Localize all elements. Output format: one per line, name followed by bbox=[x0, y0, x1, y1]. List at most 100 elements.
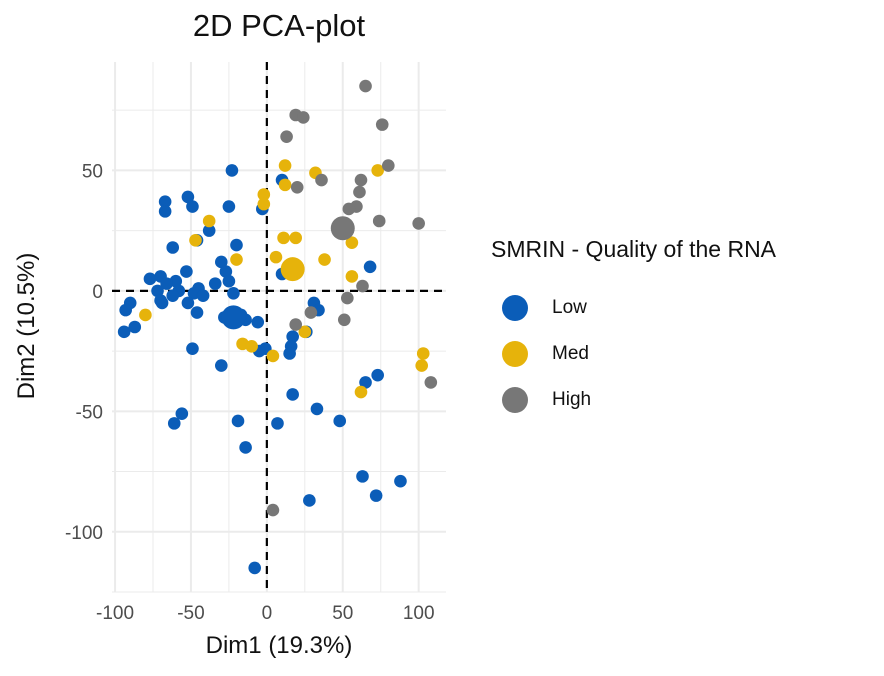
data-point-low bbox=[190, 306, 204, 319]
legend-label-low: Low bbox=[552, 297, 587, 318]
data-point-low bbox=[303, 494, 316, 507]
data-point-high bbox=[290, 180, 304, 194]
data-point-low bbox=[359, 376, 372, 389]
data-point-low bbox=[158, 195, 172, 209]
legend-label-high: High bbox=[552, 389, 592, 410]
data-point-high bbox=[375, 118, 389, 131]
data-point-low bbox=[128, 320, 142, 334]
data-point-med bbox=[345, 236, 359, 249]
data-point-low bbox=[151, 284, 164, 298]
data-point-high bbox=[356, 279, 369, 293]
data-point-low bbox=[394, 474, 407, 488]
data-point-high bbox=[342, 202, 356, 216]
data-point-high bbox=[382, 159, 395, 172]
data-point-high bbox=[359, 79, 372, 93]
group-centroid-low bbox=[221, 305, 246, 330]
data-point-med bbox=[416, 347, 430, 360]
data-point-high bbox=[353, 185, 366, 199]
group-centroid-high bbox=[330, 216, 355, 241]
legend-title: SMRIN - Quality of the RNA bbox=[491, 236, 777, 262]
reference-lines bbox=[112, 62, 446, 592]
data-point-med bbox=[202, 214, 216, 228]
data-point-low bbox=[333, 414, 347, 428]
legend-item-high: High bbox=[491, 377, 776, 423]
data-point-med bbox=[345, 270, 359, 283]
data-point-high bbox=[280, 130, 293, 143]
data-point-low bbox=[186, 200, 199, 213]
data-point-low bbox=[231, 414, 245, 428]
data-point-low bbox=[222, 274, 236, 288]
legend-key-high bbox=[502, 387, 528, 413]
data-point-low bbox=[160, 277, 173, 290]
data-point-low bbox=[180, 265, 193, 278]
x-axis-label: Dim1 (19.3%) bbox=[205, 632, 353, 659]
data-point-low bbox=[143, 272, 157, 286]
y-tick-label: 0 bbox=[92, 282, 103, 303]
data-point-med bbox=[189, 233, 202, 247]
data-point-low bbox=[227, 286, 240, 300]
data-point-high bbox=[341, 291, 354, 305]
data-point-low bbox=[248, 561, 262, 575]
data-point-high bbox=[337, 313, 351, 327]
data-point-low bbox=[175, 407, 189, 421]
data-point-low bbox=[117, 325, 131, 339]
data-point-med bbox=[257, 188, 271, 201]
data-point-low bbox=[167, 417, 181, 430]
axis-ticks: -100 -50 0 50 100 -100 -50 0 50 bbox=[65, 161, 435, 624]
legend-item-med: Med bbox=[491, 331, 776, 377]
data-point-low bbox=[371, 368, 384, 382]
data-point-med bbox=[289, 231, 303, 245]
data-point-med bbox=[257, 197, 271, 211]
data-point-low bbox=[186, 342, 199, 355]
data-point-high bbox=[354, 173, 368, 187]
legend-key-med bbox=[502, 341, 528, 367]
data-point-low bbox=[286, 388, 299, 401]
data-point-low bbox=[215, 359, 228, 372]
x-tick-label: 0 bbox=[262, 603, 273, 624]
x-tick-label: -50 bbox=[177, 603, 204, 624]
legend-key-low bbox=[502, 295, 528, 321]
data-point-low bbox=[239, 441, 252, 454]
group-centroid-med bbox=[280, 257, 305, 282]
data-point-med bbox=[415, 359, 429, 372]
data-point-med bbox=[298, 325, 312, 339]
data-point-med bbox=[245, 339, 258, 353]
data-point-low bbox=[271, 417, 284, 430]
data-point-low bbox=[219, 265, 233, 278]
data-point-low bbox=[310, 402, 324, 416]
data-point-low bbox=[166, 241, 180, 254]
data-point-med bbox=[230, 253, 243, 266]
data-point-low bbox=[363, 260, 377, 274]
data-point-low bbox=[119, 303, 132, 317]
data-point-med bbox=[371, 164, 384, 177]
data-point-med bbox=[354, 385, 368, 399]
data-point-high bbox=[372, 214, 386, 228]
data-point-high bbox=[315, 173, 328, 187]
data-point-med bbox=[139, 308, 152, 322]
data-point-high bbox=[289, 318, 303, 331]
x-tick-label: 100 bbox=[403, 603, 435, 624]
data-point-low bbox=[155, 296, 169, 310]
data-point-med bbox=[277, 231, 290, 245]
data-point-low bbox=[202, 224, 216, 237]
data-point-high bbox=[412, 217, 425, 230]
legend-item-low: Low bbox=[491, 285, 776, 331]
data-point-low bbox=[181, 190, 195, 204]
data-point-low bbox=[230, 238, 243, 252]
data-point-low bbox=[356, 470, 369, 483]
y-tick-label: -50 bbox=[76, 402, 103, 423]
data-point-med bbox=[278, 159, 292, 172]
data-point-low bbox=[215, 255, 228, 269]
data-point-low bbox=[208, 277, 222, 290]
data-point-high bbox=[296, 111, 310, 124]
x-tick-label: -100 bbox=[96, 603, 134, 624]
data-point-low bbox=[158, 205, 172, 218]
data-point-med bbox=[269, 250, 283, 264]
data-point-med bbox=[318, 253, 331, 266]
data-point-low bbox=[286, 330, 299, 343]
y-axis-label: Dim2 (10.5%) bbox=[13, 252, 40, 400]
data-point-low bbox=[222, 200, 236, 213]
data-point-low bbox=[181, 296, 195, 310]
data-point-med bbox=[278, 178, 292, 192]
